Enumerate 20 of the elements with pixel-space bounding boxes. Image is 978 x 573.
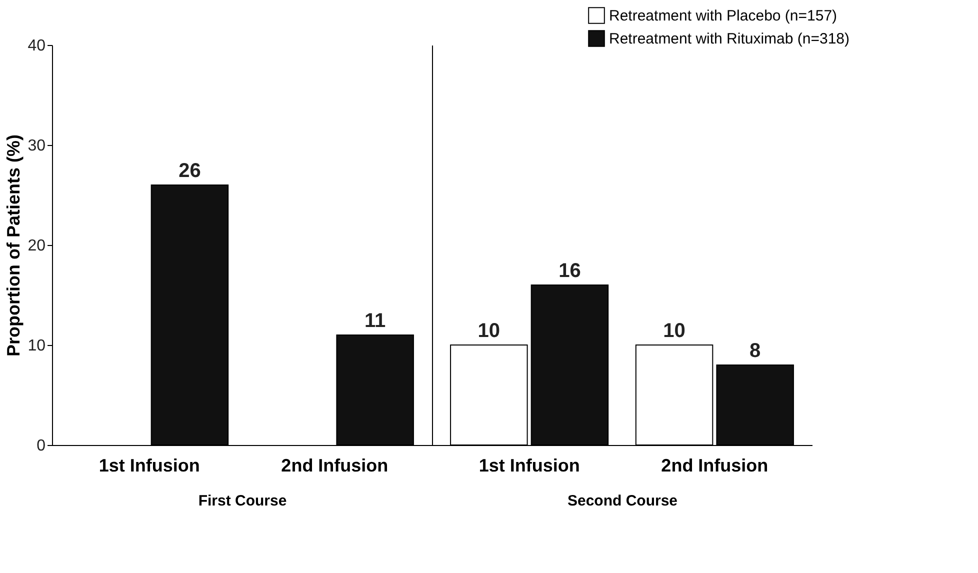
data-label: 10 (478, 320, 500, 342)
data-label: 26 (178, 160, 201, 182)
y-tick-label: 0 (36, 438, 46, 454)
x-tick-label: 1st Infusion (98, 456, 200, 476)
y-tick-label: 30 (28, 138, 46, 154)
y-tick-label: 10 (28, 338, 46, 354)
x-tick-label: 2nd Infusion (661, 456, 768, 476)
legend-label: Retreatment with Placebo (n=157) (609, 8, 838, 24)
y-tick-label: 20 (28, 238, 46, 254)
data-label: 16 (558, 260, 581, 282)
y-tick-label: 40 (28, 38, 46, 54)
x-axis-title: Second Course (567, 492, 678, 510)
data-label: 11 (364, 310, 386, 332)
y-axis-title: Proportion of Patients (%) (4, 134, 24, 356)
legend-label: Retreatment with Rituximab (n=318) (609, 30, 850, 48)
x-tick-label: 2nd Infusion (281, 456, 388, 476)
data-label: 8 (750, 340, 761, 362)
x-tick-label: 1st Infusion (478, 456, 580, 476)
x-axis-title: First Course (198, 492, 287, 510)
data-label: 10 (663, 320, 686, 342)
